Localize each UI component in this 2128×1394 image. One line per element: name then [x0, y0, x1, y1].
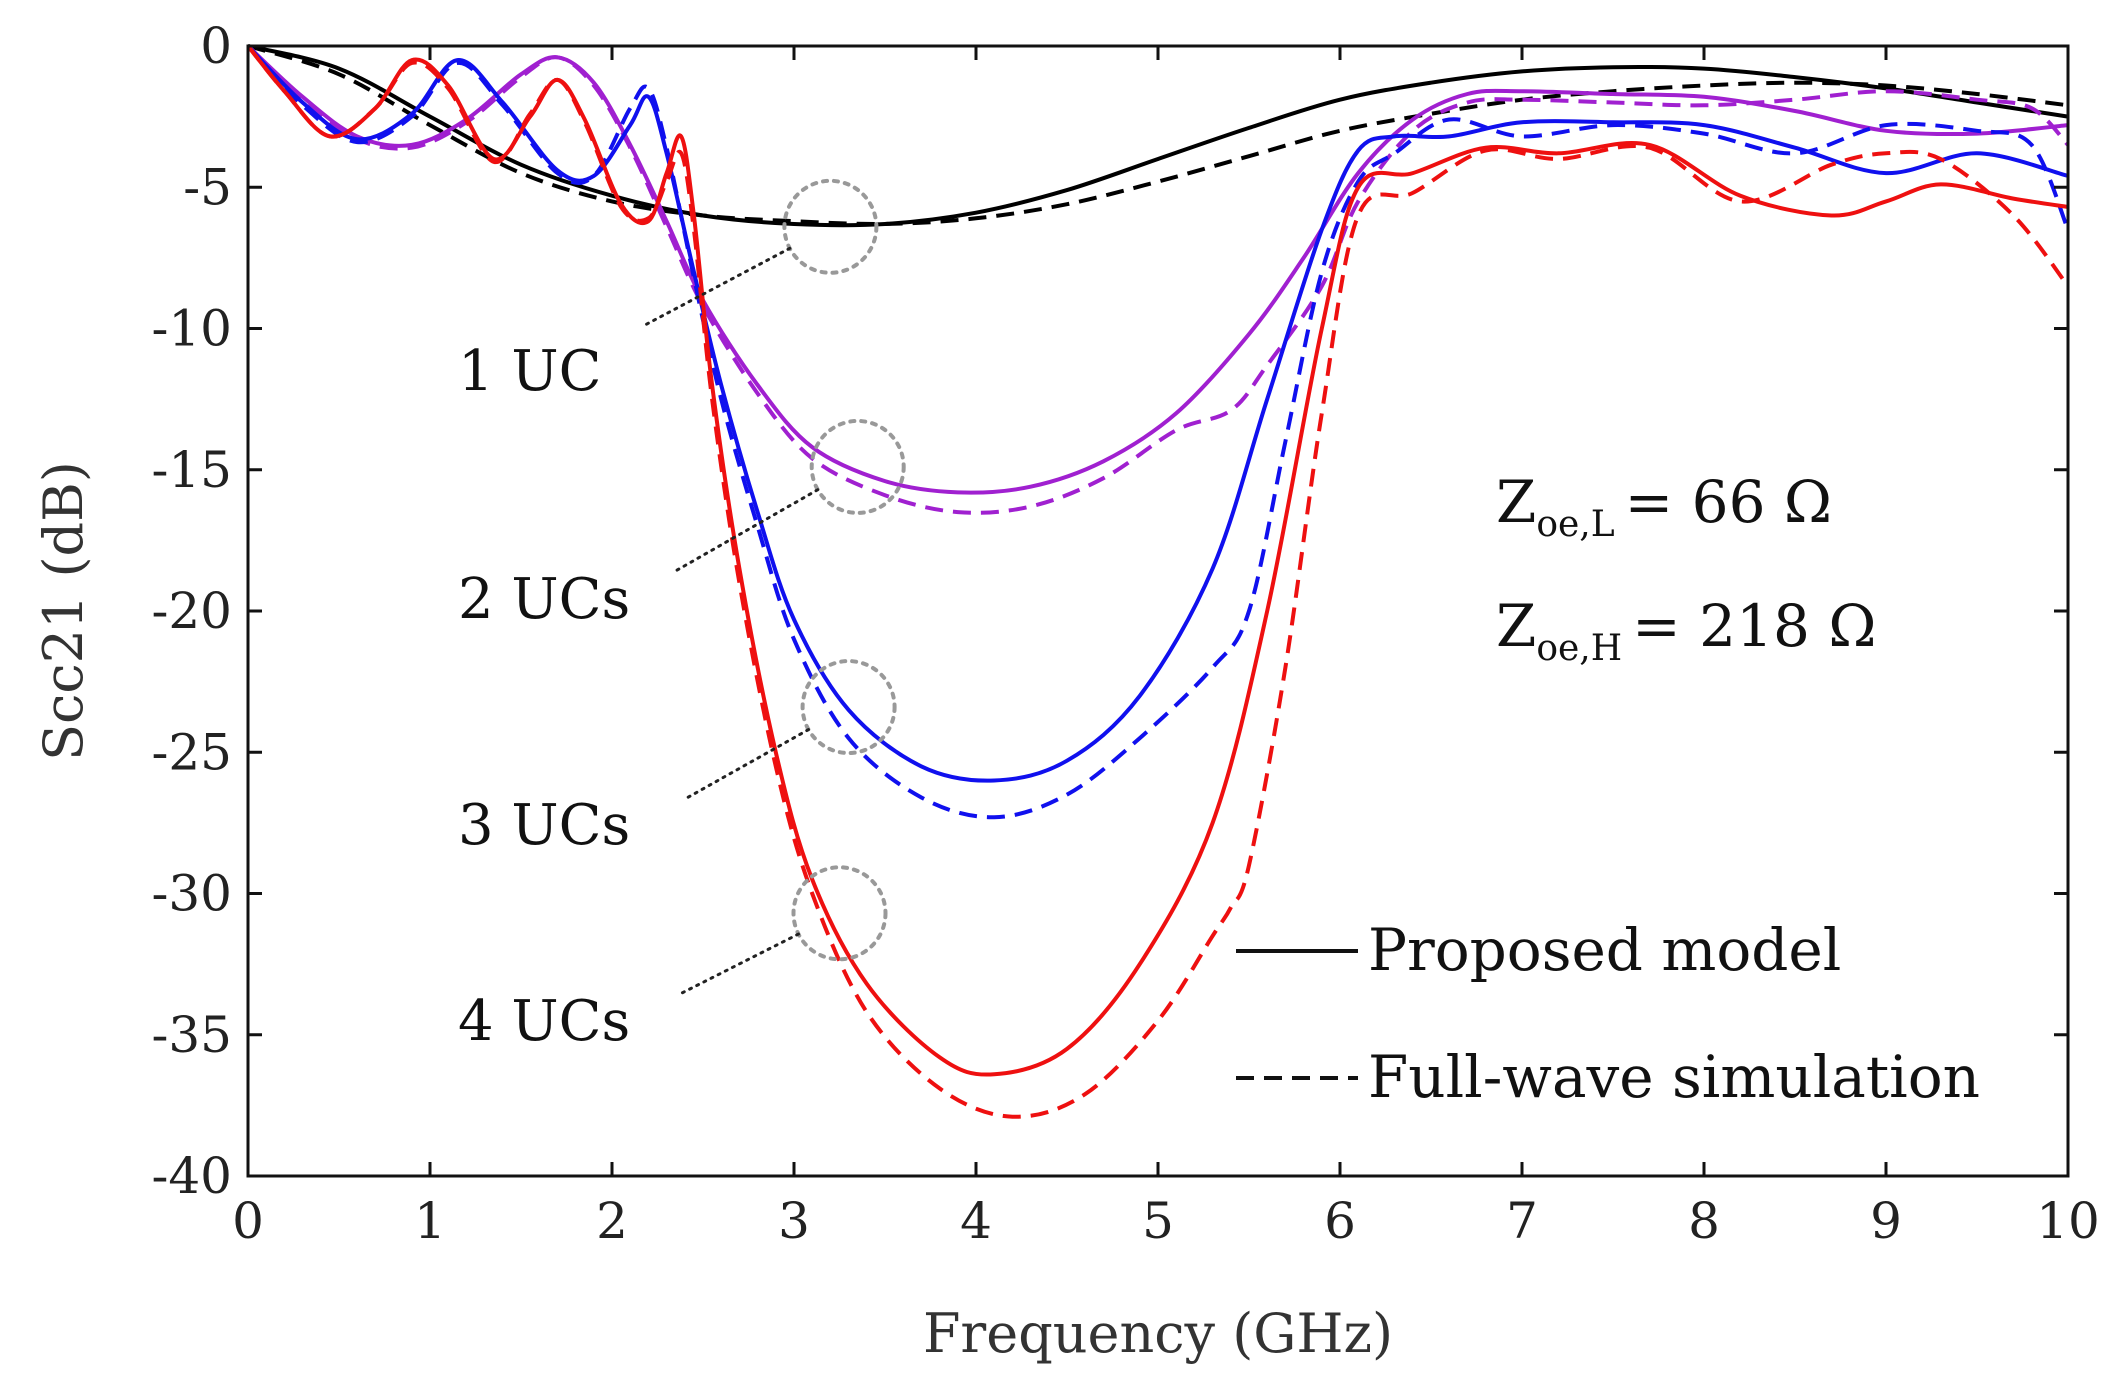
series-line-3-ucs-full-wave-simulation — [246, 44, 2070, 820]
legend-label-full-wave: Full-wave simulation — [1368, 1043, 1980, 1111]
parameters: Zoe,L = 66 Ω Zoe,H = 218 Ω — [1496, 468, 1876, 669]
param-zoe-l: Zoe,L = 66 Ω — [1496, 468, 1832, 545]
annotation-label-3-ucs: 3 UCs — [458, 793, 630, 858]
annotation-circle-3-ucs — [800, 659, 897, 756]
series-line-3-ucs-proposed-model — [246, 44, 2069, 783]
param-zoe-h-subscript: oe,H — [1536, 628, 1622, 669]
y-tick-label-neg40: -40 — [151, 1147, 232, 1205]
annotation-leader-1-uc — [643, 246, 792, 327]
series-line-1-uc-proposed-model — [247, 44, 2069, 228]
annotations-layer: 1 UC 2 UCs 3 UCs 4 UCs — [458, 178, 906, 1054]
annotation-circle-2-ucs — [809, 418, 906, 515]
annotation-label-4-ucs: 4 UCs — [458, 989, 630, 1054]
curves-layer — [246, 44, 2070, 1119]
y-tick-label-neg5: -5 — [183, 158, 232, 216]
x-tick-label-3: 3 — [778, 1192, 810, 1250]
param-zoe-l-symbol: Z — [1496, 468, 1536, 536]
series-line-2-ucs-full-wave-simulation — [246, 44, 2070, 515]
y-tick-label-neg15: -15 — [151, 441, 232, 499]
x-tick-label-5: 5 — [1142, 1192, 1174, 1250]
legend: Proposed model Full-wave simulation — [1236, 916, 1980, 1111]
x-tick-label-7: 7 — [1506, 1192, 1538, 1250]
x-tick-label-8: 8 — [1688, 1192, 1720, 1250]
series-line-4-ucs-full-wave-simulation — [246, 44, 2070, 1119]
legend-label-proposed-model: Proposed model — [1368, 916, 1841, 984]
annotation-leader-4-ucs — [676, 932, 800, 997]
param-zoe-l-subscript: oe,L — [1536, 504, 1614, 545]
series-line-1-uc-full-wave-simulation — [247, 44, 2069, 227]
y-tick-label-neg10: -10 — [151, 300, 232, 358]
param-zoe-h: Zoe,H = 218 Ω — [1496, 592, 1876, 669]
y-axis-label: Scc21 (dB) — [32, 461, 95, 761]
y-tick-label-0: 0 — [200, 17, 232, 75]
y-tick-label-neg30: -30 — [151, 865, 232, 923]
annotation-label-1-uc: 1 UC — [458, 339, 601, 404]
param-zoe-l-value: = 66 Ω — [1625, 468, 1832, 536]
x-tick-label-10: 10 — [2036, 1192, 2100, 1250]
annotation-label-2-ucs: 2 UCs — [458, 567, 630, 632]
annotation-circle-4-ucs — [791, 865, 888, 962]
x-tick-label-1: 1 — [414, 1192, 446, 1250]
y-tick-label-neg35: -35 — [151, 1006, 232, 1064]
x-tick-label-6: 6 — [1324, 1192, 1356, 1250]
x-tick-label-9: 9 — [1870, 1192, 1902, 1250]
y-tick-label-neg25: -25 — [151, 723, 232, 781]
param-zoe-h-symbol: Z — [1496, 592, 1536, 660]
x-axis-label: Frequency (GHz) — [923, 1302, 1393, 1365]
x-tick-label-0: 0 — [232, 1192, 264, 1250]
annotation-leader-3-ucs — [683, 728, 810, 801]
x-tick-label-2: 2 — [596, 1192, 628, 1250]
x-tick-label-4: 4 — [960, 1192, 992, 1250]
annotation-circle-1-uc — [782, 178, 879, 275]
y-tick-label-neg20: -20 — [151, 582, 232, 640]
ticks-layer: 0 1 2 3 4 5 6 7 8 9 10 0 -5 -10 -15 -20 -25 -30 -35 -40 — [151, 17, 2099, 1250]
param-zoe-h-value: = 218 Ω — [1632, 592, 1876, 660]
